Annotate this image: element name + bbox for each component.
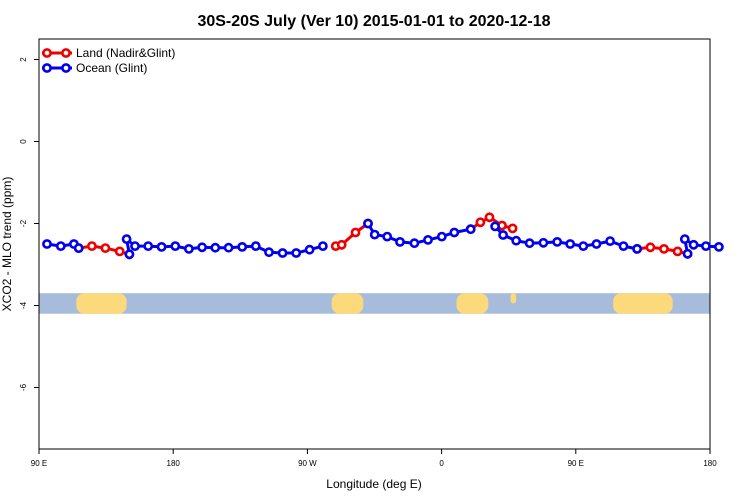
series-land-point	[87, 241, 97, 251]
series-land-point	[484, 212, 495, 223]
series-ocean-point	[363, 218, 373, 229]
series-ocean-point	[449, 227, 460, 238]
series-ocean-point	[591, 239, 602, 249]
series-land-point	[336, 239, 347, 250]
series-ocean-point	[701, 241, 711, 251]
map-land-south-america	[331, 293, 364, 314]
y-axis: 2 0 -2 -4 -6	[19, 57, 39, 391]
x-tick-label: 180	[167, 459, 181, 468]
map-land-australia	[613, 293, 673, 314]
series-land-point	[100, 243, 111, 253]
y-axis-label: XCO2 - MLO trend (ppm)	[0, 177, 14, 312]
series-ocean-point	[183, 243, 194, 254]
map-strip	[39, 293, 710, 314]
series-ocean-point	[264, 247, 274, 258]
series-ocean-point	[682, 248, 693, 259]
series-ocean-point	[291, 248, 302, 258]
series-ocean-point	[524, 238, 535, 249]
series-ocean-point	[511, 235, 522, 246]
series-ocean-point	[130, 241, 140, 251]
series-land-point	[672, 246, 683, 257]
series-ocean-point	[250, 241, 261, 251]
series-ocean-point	[223, 242, 234, 253]
x-axis: 90 E 180 90 W 0 90 E 180	[31, 449, 717, 468]
series-ocean-point	[382, 231, 393, 242]
series-land-point	[659, 243, 669, 254]
x-tick-label: 90 W	[298, 459, 317, 468]
series-ocean-point	[73, 243, 84, 253]
series-ocean-point	[490, 221, 500, 232]
y-tick-label: 0	[19, 139, 28, 144]
series-layer	[42, 212, 724, 260]
map-land-australia	[76, 293, 127, 314]
legend-item-land: Land (Nadir&Glint)	[42, 46, 175, 60]
series-ocean-point	[605, 236, 615, 246]
x-tick-label: 90 E	[31, 459, 47, 468]
series-ocean-point	[498, 230, 508, 240]
y-tick-label: 2	[19, 57, 28, 62]
series-ocean-point	[465, 224, 476, 235]
x-tick-label: 0	[439, 459, 444, 468]
legend: Land (Nadir&Glint)Ocean (Glint)	[42, 46, 175, 75]
series-ocean-point	[423, 234, 433, 245]
legend-label: Ocean (Glint)	[76, 61, 147, 75]
series-ocean-point	[55, 241, 66, 251]
series-ocean-point	[565, 239, 576, 249]
x-tick-label: 90 E	[568, 459, 584, 468]
series-ocean-point	[436, 231, 447, 242]
series-land-point	[645, 242, 656, 253]
legend-swatch-point	[42, 63, 52, 73]
series-ocean-point	[618, 241, 629, 251]
x-axis-label: Longitude (deg E)	[326, 477, 421, 491]
series-ocean-point	[409, 238, 420, 249]
legend-label: Land (Nadir&Glint)	[76, 46, 175, 60]
y-tick-label: -6	[19, 383, 28, 391]
chart-title: 30S-20S July (Ver 10) 2015-01-01 to 2020…	[197, 13, 550, 30]
legend-swatch-point	[61, 48, 71, 58]
series-ocean-point	[42, 239, 52, 249]
series-ocean-point	[156, 241, 167, 252]
series-ocean-point	[688, 239, 699, 250]
series-ocean	[42, 218, 724, 260]
series-ocean-point	[121, 234, 132, 244]
series-ocean-point	[143, 241, 154, 251]
map-land-madagascar	[510, 293, 517, 304]
series-land-point	[114, 246, 125, 257]
series-land-point	[475, 217, 486, 228]
series-ocean-point	[317, 241, 328, 251]
series-ocean-point	[714, 241, 724, 252]
series-ocean-point	[538, 237, 549, 248]
legend-swatch-point	[42, 48, 52, 58]
series-ocean-point	[304, 244, 315, 255]
map-ocean	[39, 293, 710, 314]
series-ocean-point	[578, 241, 589, 251]
legend-swatch-point	[61, 63, 71, 73]
series-ocean-point	[210, 242, 221, 253]
series-ocean-point	[170, 241, 181, 251]
series-ocean-point	[395, 236, 405, 247]
y-tick-label: -2	[19, 219, 28, 227]
series-land-point	[350, 227, 361, 238]
series-ocean-point	[197, 242, 207, 253]
series-ocean-point	[124, 249, 135, 260]
series-ocean-point	[632, 243, 642, 254]
y-tick-label: -4	[19, 301, 28, 309]
series-ocean-point	[552, 236, 563, 247]
series-ocean-point	[369, 229, 380, 240]
series-ocean-point	[679, 234, 690, 244]
map-land-southern-africa	[456, 293, 489, 314]
legend-item-ocean: Ocean (Glint)	[42, 61, 147, 75]
x-tick-label: 180	[703, 459, 717, 468]
series-ocean-point	[237, 241, 248, 252]
series-land-point	[507, 223, 518, 234]
series-ocean-point	[277, 248, 288, 258]
